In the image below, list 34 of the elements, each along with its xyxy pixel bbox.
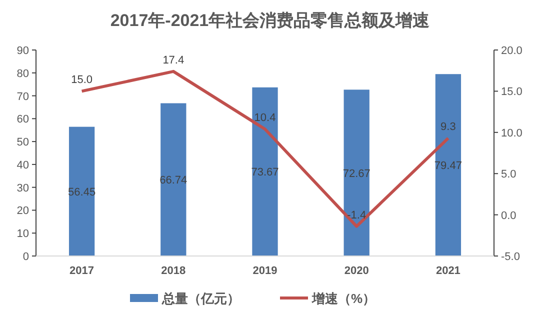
y-tick-label: 10: [16, 228, 29, 240]
y-tick-label: 90: [16, 45, 29, 57]
y2-tick-label: 0.0: [501, 210, 516, 222]
bar: [252, 87, 278, 256]
y2-tick-label: 20.0: [501, 45, 522, 57]
y2-tick-label: -5.0: [501, 251, 520, 263]
y-tick-label: 80: [16, 68, 29, 80]
y2-tick-label: 15.0: [501, 86, 522, 98]
bar: [68, 126, 95, 256]
x-tick-label: 2019: [252, 265, 278, 277]
bar: [435, 74, 462, 256]
data-label: 17.4: [162, 54, 184, 66]
y-tick-label: 0: [22, 251, 29, 263]
bar: [344, 90, 370, 256]
x-tick-label: 2018: [161, 265, 186, 277]
data-label: -1.4: [347, 209, 366, 222]
legend-label: 总量（亿元）: [161, 291, 240, 306]
x-tick-label: 2021: [436, 265, 460, 277]
x-tick-label: 2017: [70, 265, 94, 277]
y-tick-label: 40: [16, 159, 29, 172]
bar: [160, 103, 186, 256]
y2-tick-label: 5.0: [501, 168, 516, 181]
legend-label: 增速（%）: [311, 291, 376, 306]
data-label: 10.4: [254, 112, 276, 124]
y-tick-label: 60: [16, 114, 29, 126]
y2-tick-label: 10.0: [501, 127, 522, 140]
y-tick-label: 70: [16, 90, 29, 103]
x-tick-label: 2020: [344, 265, 369, 277]
y-tick-label: 20: [16, 205, 29, 218]
y-tick-label: 30: [16, 182, 29, 194]
chart-title: 2017年-2021年社会消费品零售总额及增速: [110, 11, 430, 30]
y-tick-label: 50: [16, 136, 29, 149]
data-label: 15.0: [71, 74, 93, 86]
data-label: 9.3: [440, 121, 456, 134]
